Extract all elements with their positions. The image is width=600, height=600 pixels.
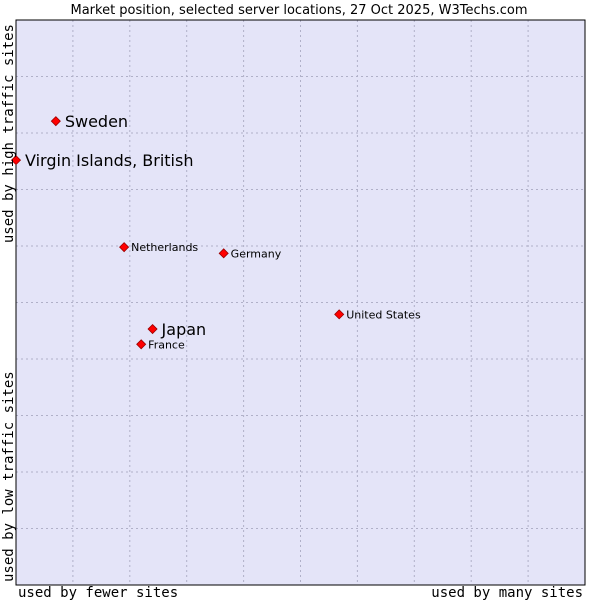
point-marker-france bbox=[136, 339, 147, 350]
plot-border bbox=[15, 19, 586, 586]
point-label-netherlands: Netherlands bbox=[131, 241, 198, 254]
point-label-germany: Germany bbox=[231, 247, 282, 260]
y-axis-label-bottom: used by low traffic sites bbox=[1, 371, 17, 582]
point-label-sweden: Sweden bbox=[65, 112, 128, 131]
x-axis-label-right: used by many sites bbox=[431, 585, 583, 600]
data-points: Sweden Virgin Islands, British Netherlands… bbox=[10, 112, 421, 351]
grid bbox=[16, 20, 585, 585]
point-marker-japan bbox=[147, 323, 158, 335]
point-label-united-states: United States bbox=[346, 308, 421, 321]
point-marker-netherlands bbox=[119, 242, 130, 253]
point-label-virgin-islands-british: Virgin Islands, British bbox=[25, 151, 193, 170]
point-marker-virgin-islands-british bbox=[10, 155, 22, 166]
x-axis-label-left: used by fewer sites bbox=[18, 585, 178, 600]
point-label-japan: Japan bbox=[161, 320, 207, 339]
point-label-france: France bbox=[148, 338, 185, 351]
y-axis-label-top: used by high traffic sites bbox=[1, 24, 17, 243]
chart-title: Market position, selected server locatio… bbox=[70, 3, 527, 18]
point-marker-germany bbox=[218, 248, 229, 259]
point-marker-united-states bbox=[334, 309, 345, 320]
point-marker-sweden bbox=[50, 116, 61, 127]
